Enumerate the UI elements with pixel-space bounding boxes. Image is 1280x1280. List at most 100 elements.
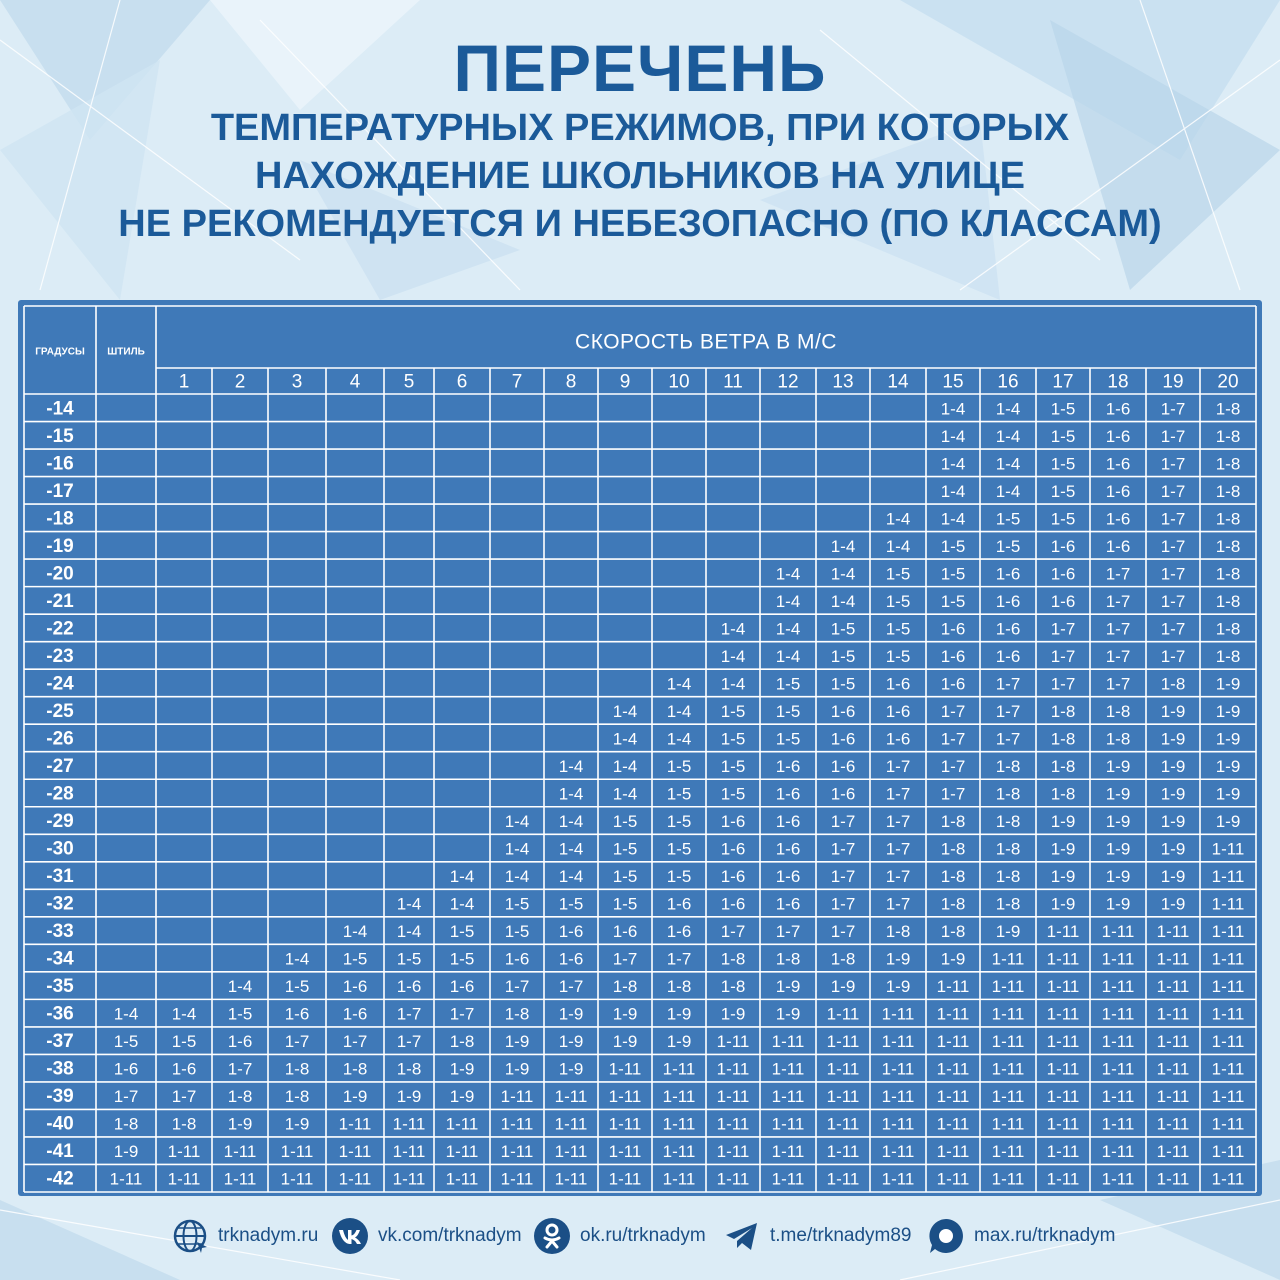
grade-range-cell: 1-9 <box>1106 895 1131 914</box>
grade-range-cell: 1-11 <box>992 950 1025 969</box>
grade-range-cell: 1-4 <box>667 674 692 693</box>
footer-link-ok[interactable]: ok.ru/trknadym <box>530 1214 706 1258</box>
grade-range-cell: 1-5 <box>172 1032 197 1051</box>
grade-range-cell: 1-5 <box>613 840 638 859</box>
grade-range-cell: 1-11 <box>772 1170 805 1189</box>
grade-range-cell: 1-9 <box>343 1087 368 1106</box>
grade-range-cell: 1-11 <box>1212 950 1245 969</box>
grade-range-cell: 1-5 <box>1051 427 1076 446</box>
grade-range-cell: 1-11 <box>1157 1032 1190 1051</box>
grade-range-cell: 1-8 <box>505 1005 530 1024</box>
grade-range-cell: 1-11 <box>1047 922 1080 941</box>
footer-link-label: ok.ru/trknadym <box>580 1225 706 1246</box>
grade-range-cell: 1-4 <box>343 922 368 941</box>
temperature-label: -34 <box>46 949 74 970</box>
grade-range-cell: 1-4 <box>941 427 966 446</box>
grade-range-cell: 1-6 <box>996 647 1021 666</box>
wind-speed-number: 18 <box>1107 372 1128 393</box>
grade-range-cell: 1-11 <box>1047 977 1080 996</box>
temperature-label: -25 <box>46 701 74 722</box>
grade-range-cell: 1-7 <box>886 812 911 831</box>
grade-range-cell: 1-8 <box>1106 729 1131 748</box>
grade-range-cell: 1-5 <box>721 757 746 776</box>
grade-range-cell: 1-5 <box>776 674 801 693</box>
grade-range-cell: 1-11 <box>339 1170 372 1189</box>
grade-range-cell: 1-6 <box>831 729 856 748</box>
grade-range-cell: 1-8 <box>1051 785 1076 804</box>
grade-range-cell: 1-6 <box>886 674 911 693</box>
grade-range-cell: 1-11 <box>717 1142 750 1161</box>
grade-range-cell: 1-5 <box>996 537 1021 556</box>
grade-range-cell: 1-8 <box>1216 454 1241 473</box>
grade-range-cell: 1-4 <box>941 509 966 528</box>
grade-range-cell: 1-11 <box>937 1115 970 1134</box>
grade-range-cell: 1-9 <box>1161 702 1186 721</box>
grade-range-cell: 1-6 <box>505 950 530 969</box>
grade-range-cell: 1-9 <box>114 1142 139 1161</box>
grade-range-cell: 1-9 <box>1161 895 1186 914</box>
wind-speed-number: 19 <box>1162 372 1183 393</box>
grade-range-cell: 1-11 <box>882 1060 915 1079</box>
grade-range-cell: 1-5 <box>886 592 911 611</box>
grade-range-cell: 1-7 <box>1106 592 1131 611</box>
temperature-label: -16 <box>46 453 73 474</box>
grade-range-cell: 1-6 <box>1106 399 1131 418</box>
grade-range-cell: 1-9 <box>1106 840 1131 859</box>
footer-link-site[interactable]: trknadym.ru <box>168 1214 318 1258</box>
grade-range-cell: 1-9 <box>1161 785 1186 804</box>
grade-range-cell: 1-11 <box>609 1170 642 1189</box>
footer-link-max[interactable]: max.ru/trknadym <box>924 1214 1115 1258</box>
grade-range-cell: 1-6 <box>776 840 801 859</box>
footer-link-telegram[interactable]: t.me/trknadym89 <box>720 1214 912 1258</box>
grade-range-cell: 1-11 <box>772 1115 805 1134</box>
grade-range-cell: 1-6 <box>667 895 692 914</box>
temperature-label: -18 <box>46 508 73 529</box>
temperature-label: -41 <box>46 1141 74 1162</box>
grade-range-cell: 1-6 <box>886 702 911 721</box>
temperature-label: -15 <box>46 426 74 447</box>
footer-link-vk[interactable]: vk.com/trknadym <box>328 1214 522 1258</box>
grade-range-cell: 1-9 <box>505 1060 530 1079</box>
grade-range-cell: 1-11 <box>1157 922 1190 941</box>
grade-range-cell: 1-11 <box>827 1170 860 1189</box>
temperature-label: -19 <box>46 536 73 557</box>
grade-range-cell: 1-8 <box>1216 482 1241 501</box>
wind-speed-number: 1 <box>179 372 190 393</box>
footer-link-label: max.ru/trknadym <box>974 1225 1116 1246</box>
title-line-3: НАХОЖДЕНИЕ ШКОЛЬНИКОВ НА УЛИЦЕ <box>255 155 1025 197</box>
footer-link-label: trknadym.ru <box>218 1225 319 1246</box>
wind-speed-number: 14 <box>887 372 909 393</box>
title-line-2: ТЕМПЕРАТУРНЫХ РЕЖИМОВ, ПРИ КОТОРЫХ <box>210 107 1070 149</box>
vk-icon <box>328 1214 372 1258</box>
telegram-icon <box>720 1214 764 1258</box>
grade-range-cell: 1-8 <box>996 867 1021 886</box>
grade-range-cell: 1-9 <box>559 1005 584 1024</box>
grade-range-cell: 1-4 <box>613 785 638 804</box>
grade-range-cell: 1-9 <box>776 1005 801 1024</box>
grade-range-cell: 1-4 <box>721 619 746 638</box>
temperature-label: -22 <box>46 618 73 639</box>
grade-range-cell: 1-6 <box>343 977 368 996</box>
grade-range-cell: 1-11 <box>937 1087 970 1106</box>
grade-range-cell: 1-11 <box>937 1060 970 1079</box>
grade-range-cell: 1-11 <box>224 1170 257 1189</box>
grade-range-cell: 1-7 <box>505 977 530 996</box>
grade-range-cell: 1-7 <box>343 1032 368 1051</box>
grade-range-cell: 1-5 <box>505 922 530 941</box>
grade-range-cell: 1-11 <box>992 1087 1025 1106</box>
grade-range-cell: 1-9 <box>1216 674 1241 693</box>
wind-speed-number: 2 <box>235 372 246 393</box>
grade-range-cell: 1-11 <box>937 1170 970 1189</box>
grade-range-cell: 1-6 <box>721 812 746 831</box>
grade-range-cell: 1-7 <box>886 785 911 804</box>
temperature-label: -42 <box>46 1169 73 1190</box>
grade-range-cell: 1-8 <box>285 1087 310 1106</box>
grade-range-cell: 1-9 <box>1161 840 1186 859</box>
grade-range-cell: 1-11 <box>1157 1170 1190 1189</box>
grade-range-cell: 1-11 <box>1102 922 1135 941</box>
grade-range-cell: 1-11 <box>110 1170 143 1189</box>
grade-range-cell: 1-11 <box>1157 1005 1190 1024</box>
grade-range-cell: 1-11 <box>1047 1060 1080 1079</box>
wind-speed-number: 20 <box>1217 372 1238 393</box>
grade-range-cell: 1-9 <box>1106 812 1131 831</box>
